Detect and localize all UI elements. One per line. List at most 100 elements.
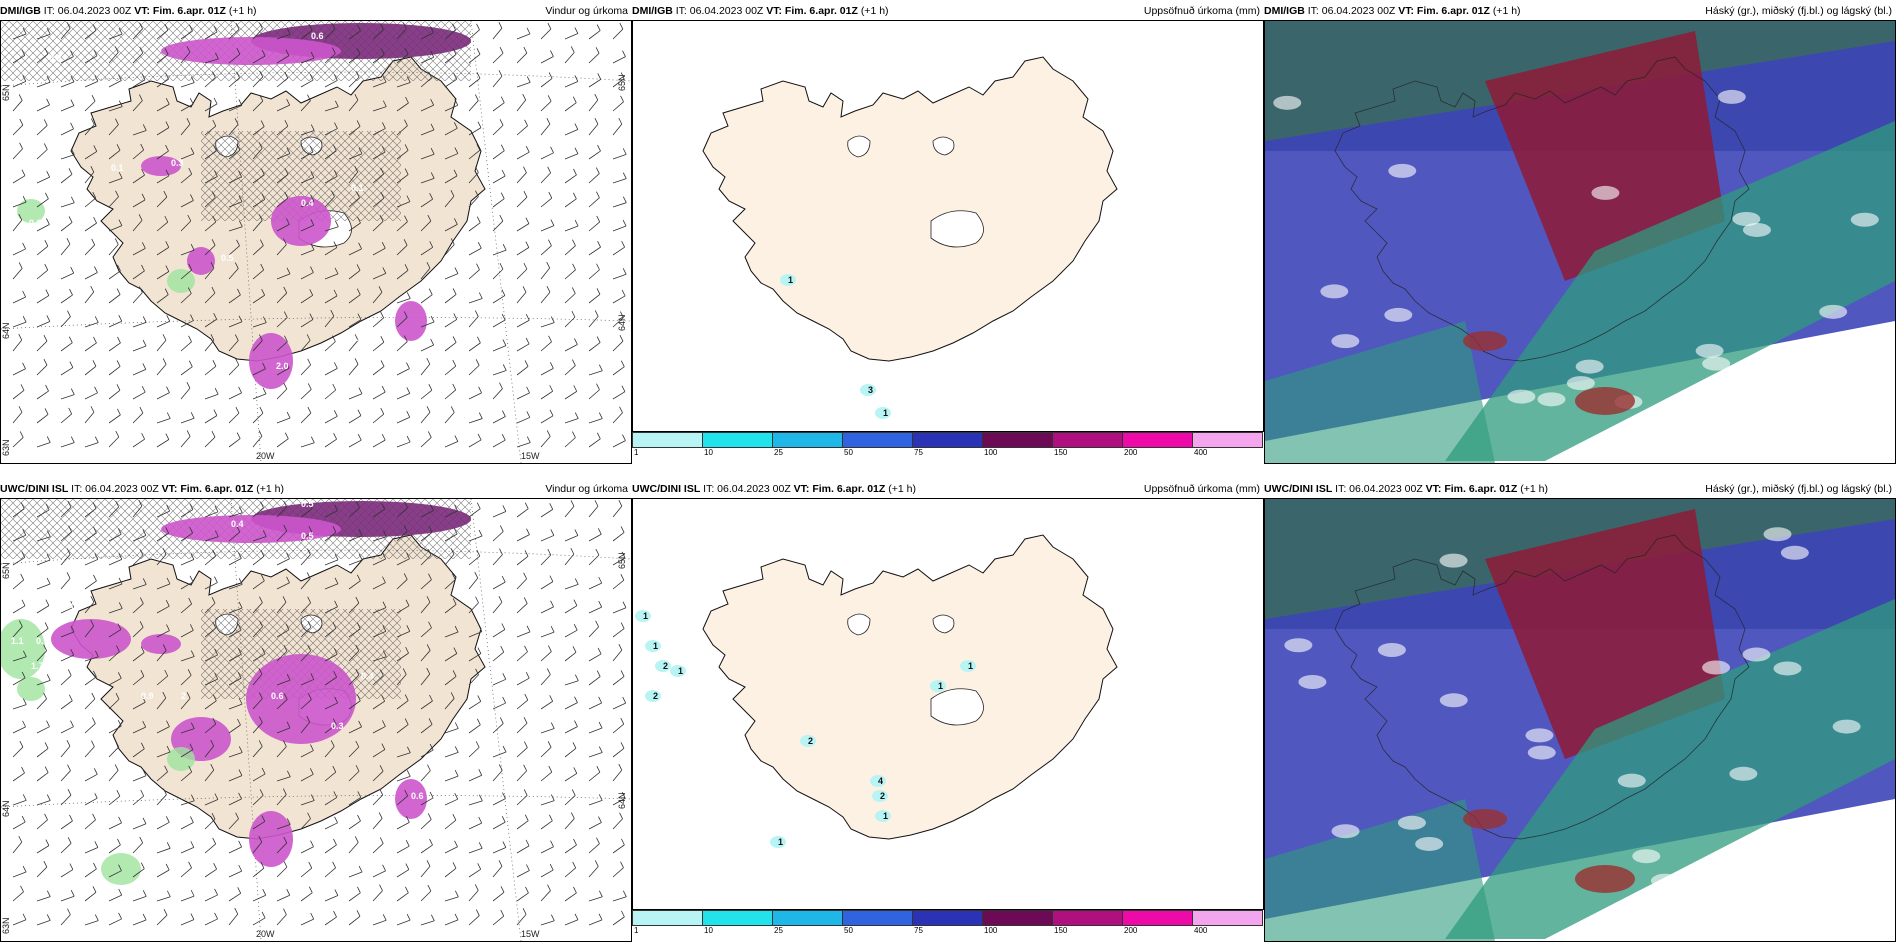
- colorbar-tick-label: 150: [1054, 448, 1068, 457]
- colorbar-tick-label: 75: [914, 448, 923, 457]
- cloud-gap: [1331, 824, 1360, 839]
- iceland-outline: [702, 534, 1118, 840]
- init-time: IT: 06.04.2023 00Z: [1335, 483, 1423, 495]
- precip-area: [141, 156, 181, 176]
- accum-area: [960, 660, 976, 672]
- grid-label: 63N: [1, 439, 11, 456]
- cloud-gap: [1537, 392, 1566, 407]
- colorbar-tick-label: 10: [704, 926, 713, 935]
- mid-cloud-area: [1445, 121, 1895, 461]
- precip-value-label: 2: [663, 661, 668, 671]
- cloud-gap: [1742, 222, 1771, 237]
- grid-label: 15W: [521, 451, 540, 461]
- grid-label: 64N: [1, 322, 11, 339]
- model-name: DMI/IGB: [632, 5, 673, 17]
- cloud-gap: [1331, 334, 1360, 349]
- product-title: Vindur og úrkoma: [545, 5, 628, 17]
- precip-value-label: 1: [643, 611, 648, 621]
- precip-value-label: 0.2: [49, 53, 62, 63]
- accum-area: [645, 640, 661, 652]
- iceland-outline: [702, 56, 1118, 362]
- precip-value-label: 1: [788, 275, 793, 285]
- cloud-gap: [1702, 660, 1731, 675]
- precip-value-label: 0.4: [301, 198, 314, 208]
- precip-value-label: 0.5: [221, 253, 234, 263]
- colorbar-cell: [632, 910, 703, 926]
- precip-value-label: 4: [878, 776, 883, 786]
- cloud-gap: [1617, 773, 1646, 788]
- colorbar-cell: [982, 432, 1053, 448]
- grid-label: 20W: [256, 451, 275, 461]
- init-time: IT: 06.04.2023 00Z: [71, 483, 159, 495]
- grid-label: 64N: [617, 314, 627, 331]
- cloud-gap: [1819, 304, 1848, 319]
- precip-value-label: 0.6: [411, 791, 424, 801]
- glacier: [847, 613, 871, 636]
- panel-header: UWC/DINI ISL IT: 06.04.2023 00Z VT: Fim.…: [1264, 483, 1896, 501]
- cloud-gap: [1525, 728, 1554, 743]
- grid-label: 64N: [1, 800, 11, 817]
- precip-area: [51, 619, 131, 659]
- accum-area: [872, 790, 888, 802]
- accum-area: [780, 274, 796, 286]
- colorbar-tick-label: 400: [1194, 926, 1208, 935]
- light-precip-area: [17, 199, 45, 223]
- map-clouds[interactable]: [1264, 20, 1896, 464]
- lead-time: (+1 h): [860, 5, 889, 17]
- colorbar-cell: [1192, 432, 1263, 448]
- colorbar-cell: [982, 910, 1053, 926]
- model-name: UWC/DINI ISL: [632, 483, 701, 495]
- map-wind-precip[interactable]: 20W 15W 65N 64N 63N 65N 64N 0.6 0.2 0.8 0.6 2.0 0.1 0…: [0, 20, 632, 464]
- accum-area: [860, 384, 876, 396]
- product-title: Uppsöfnuð úrkoma (mm): [1143, 5, 1260, 17]
- map-accum[interactable]: 1 3 1: [632, 20, 1264, 432]
- accum-area: [635, 610, 651, 622]
- grid-label: 65N: [1, 84, 11, 101]
- colorbar-tick-label: 1: [634, 448, 639, 457]
- cloud-gap: [1298, 674, 1327, 689]
- cloud-gap: [1439, 693, 1468, 708]
- map-wind-precip[interactable]: 20W 15W 65N 64N 63N 65N 64N 0.5 0.4 0.5 0.8 0.6 1.1 0…: [0, 498, 632, 942]
- precip-value-label: 1: [938, 681, 943, 691]
- cloud-gap: [1632, 849, 1661, 864]
- accum-area: [930, 680, 946, 692]
- valid-time: VT: Fim. 6.apr. 01Z: [134, 5, 226, 17]
- high-cloud-area: [1463, 331, 1507, 351]
- grid-label: 63N: [1, 917, 11, 934]
- light-precip-area: [17, 677, 45, 701]
- precip-value-label: 3: [868, 385, 873, 395]
- cloud-gap: [1397, 815, 1426, 830]
- accum-area: [670, 665, 686, 677]
- lead-time: (+1 h): [1492, 5, 1521, 17]
- cloud-gap: [1507, 389, 1536, 404]
- glacier: [932, 614, 955, 634]
- mid-cloud-area: [1265, 799, 1495, 941]
- iceland-outline: [1334, 56, 1750, 362]
- colorbar-tick-label: 100: [984, 448, 998, 457]
- colorbar: 1 10 25 50 75 100 150 200 400: [632, 432, 1264, 457]
- map-clouds[interactable]: [1264, 498, 1896, 942]
- precip-area: [161, 37, 341, 65]
- accum-area: [800, 735, 816, 747]
- accum-area: [875, 810, 891, 822]
- precip-value-label: 0.6: [351, 333, 364, 343]
- panel-header: DMI/IGB IT: 06.04.2023 00Z VT: Fim. 6.ap…: [632, 5, 1264, 23]
- lead-time: (+1 h): [888, 483, 916, 495]
- glacier: [932, 136, 955, 156]
- precip-area: [187, 247, 215, 275]
- valid-time: VT: Fim. 6.apr. 01Z: [1398, 5, 1490, 17]
- init-time: IT: 06.04.2023 00Z: [675, 5, 764, 17]
- colorbar-cell: [1052, 910, 1123, 926]
- precip-value-label: 1: [678, 666, 683, 676]
- precip-value-label: 2: [181, 691, 186, 701]
- colorbar-tick-label: 150: [1054, 926, 1068, 935]
- cloud-gap: [1717, 89, 1746, 104]
- iceland-outline: [1334, 534, 1750, 840]
- colorbar-cell: [1122, 910, 1193, 926]
- product-title: Uppsöfnuð úrkoma (mm): [1143, 483, 1260, 495]
- precip-value-label: 1: [883, 811, 888, 821]
- precip-value-label: 2: [653, 691, 658, 701]
- precip-value-label: 0.4: [361, 671, 374, 681]
- accum-area: [875, 407, 891, 419]
